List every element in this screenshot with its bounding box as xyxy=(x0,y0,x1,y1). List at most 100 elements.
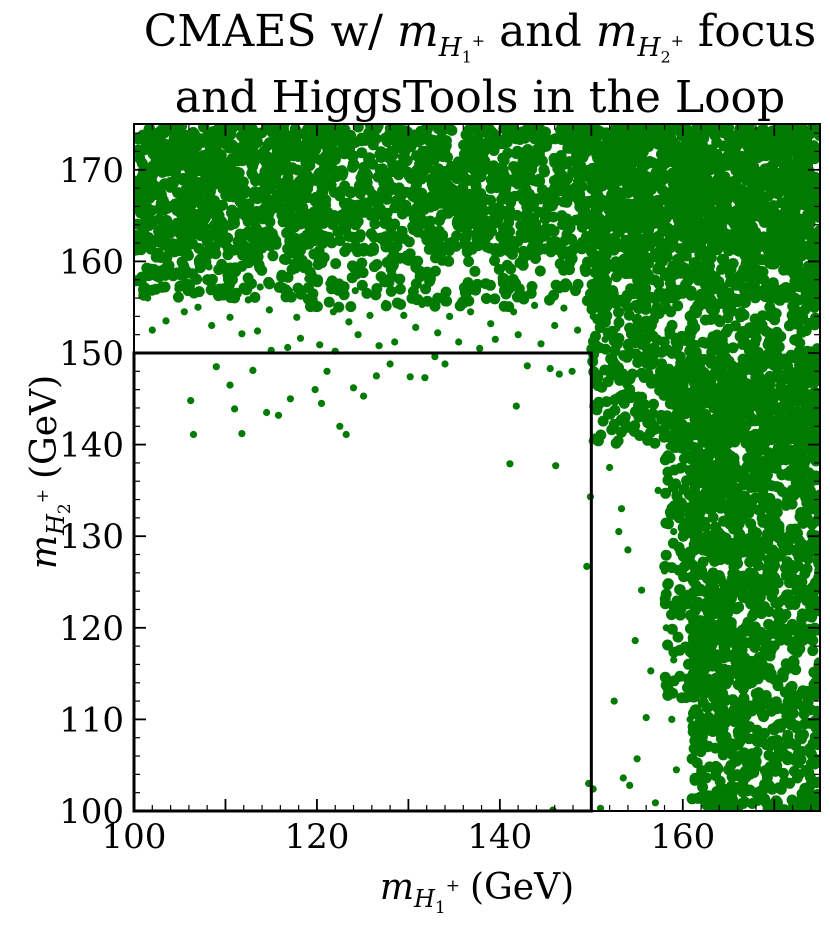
data-point xyxy=(704,231,716,243)
data-point xyxy=(590,399,602,411)
data-point xyxy=(757,198,769,210)
data-point xyxy=(186,208,198,219)
data-point xyxy=(785,215,797,227)
data-point xyxy=(780,178,792,190)
data-point xyxy=(488,212,500,224)
data-point xyxy=(394,283,406,295)
data-point xyxy=(262,151,274,163)
data-point xyxy=(253,259,265,271)
data-point xyxy=(623,137,634,149)
data-point xyxy=(146,205,158,216)
data-point xyxy=(681,153,693,165)
data-point xyxy=(256,172,268,184)
data-point xyxy=(610,256,622,268)
data-point xyxy=(281,186,293,198)
data-point xyxy=(356,147,368,159)
data-point xyxy=(620,268,632,280)
data-point xyxy=(389,133,401,145)
data-point xyxy=(176,137,188,149)
data-point xyxy=(155,252,167,263)
data-point xyxy=(758,231,769,243)
data-point xyxy=(718,196,730,208)
data-point xyxy=(451,173,463,185)
data-point xyxy=(223,263,235,275)
data-point xyxy=(297,167,309,179)
data-point xyxy=(743,232,755,244)
data-point xyxy=(573,192,585,204)
data-point xyxy=(648,398,659,410)
data-point xyxy=(671,289,683,301)
data-point xyxy=(485,182,497,194)
data-point xyxy=(459,236,471,248)
data-point xyxy=(783,255,795,267)
data-point xyxy=(691,153,703,165)
data-point xyxy=(769,186,781,198)
data-point xyxy=(538,164,550,176)
data-point xyxy=(664,131,676,143)
data-point xyxy=(730,229,742,241)
data-point xyxy=(428,138,439,150)
data-point xyxy=(350,242,362,254)
data-point xyxy=(590,330,601,342)
data-point xyxy=(169,128,181,140)
data-point xyxy=(631,220,643,232)
data-point xyxy=(748,272,760,283)
data-point xyxy=(747,257,759,268)
data-point xyxy=(208,195,220,207)
data-point xyxy=(640,189,652,201)
data-point xyxy=(606,424,618,436)
data-point xyxy=(727,342,739,354)
data-point xyxy=(576,221,588,233)
data-point xyxy=(356,279,368,291)
data-point xyxy=(774,133,786,145)
data-point xyxy=(358,161,370,173)
data-point xyxy=(695,190,707,202)
data-point xyxy=(391,184,403,196)
data-point xyxy=(804,398,816,410)
data-point xyxy=(569,138,581,150)
data-point xyxy=(597,129,609,141)
data-point xyxy=(555,124,567,136)
data-point xyxy=(530,131,542,143)
data-point xyxy=(345,301,357,313)
data-point xyxy=(187,179,198,191)
data-point xyxy=(656,184,668,196)
data-point xyxy=(317,186,329,198)
data-point xyxy=(812,390,820,401)
data-point xyxy=(632,273,644,285)
data-point xyxy=(561,196,573,208)
data-point xyxy=(433,215,445,227)
data-point xyxy=(336,209,348,221)
data-point xyxy=(600,343,612,355)
data-point xyxy=(792,162,804,174)
data-point xyxy=(243,198,255,210)
data-point xyxy=(276,143,288,154)
data-point xyxy=(160,219,172,231)
data-point xyxy=(451,217,463,229)
data-point xyxy=(588,238,600,250)
data-point xyxy=(802,188,814,200)
data-point xyxy=(169,198,181,210)
data-point xyxy=(313,245,325,257)
data-point xyxy=(506,248,518,260)
data-point xyxy=(341,242,353,254)
data-point xyxy=(232,152,244,164)
data-point xyxy=(791,772,803,784)
data-point xyxy=(613,306,624,318)
data-point xyxy=(420,283,432,295)
data-point xyxy=(251,205,263,217)
data-point xyxy=(153,236,165,248)
data-point xyxy=(418,204,430,215)
data-point xyxy=(295,245,306,256)
data-point xyxy=(155,189,167,201)
data-point xyxy=(800,199,812,211)
data-point xyxy=(621,421,633,433)
data-point xyxy=(760,179,772,191)
data-point xyxy=(811,209,820,221)
data-point xyxy=(576,243,588,255)
data-point xyxy=(371,283,383,294)
data-point xyxy=(420,163,432,175)
data-point xyxy=(674,351,686,363)
data-point xyxy=(136,144,148,156)
data-point xyxy=(548,175,560,187)
